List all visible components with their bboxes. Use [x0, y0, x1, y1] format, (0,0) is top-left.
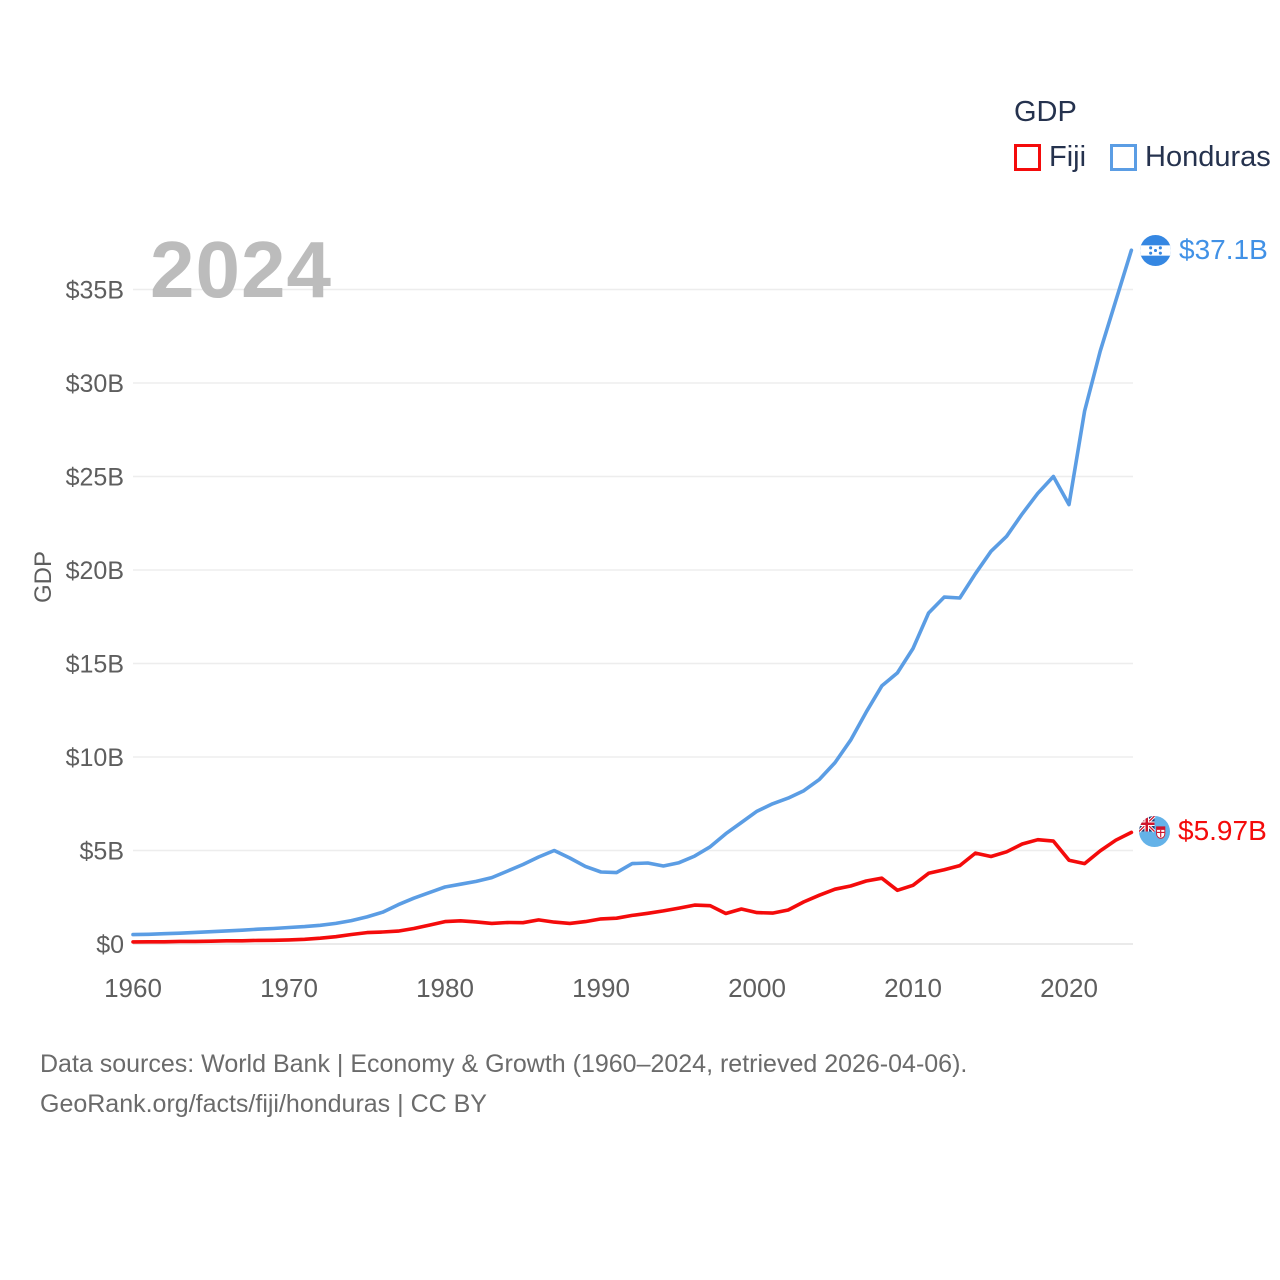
- y-tick-label: $20B: [66, 557, 124, 585]
- attribution: Data sources: World Bank | Economy & Gro…: [40, 1044, 967, 1124]
- x-tick-label: 1980: [416, 973, 474, 1003]
- legend-label-honduras: Honduras: [1145, 141, 1271, 173]
- y-tick-label: $25B: [66, 464, 124, 492]
- y-tick-label: $15B: [66, 651, 124, 679]
- legend: GDP Fiji Honduras: [1014, 96, 1271, 174]
- x-tick-label: 2020: [1040, 973, 1098, 1003]
- y-tick-label: $0: [96, 931, 124, 959]
- fiji-end-value: $5.97B: [1178, 815, 1267, 846]
- honduras-end-value: $37.1B: [1179, 234, 1268, 265]
- honduras-flag-icon: [1140, 234, 1171, 266]
- y-axis-title: GDP: [30, 550, 57, 604]
- legend-item-honduras[interactable]: Honduras: [1110, 141, 1271, 174]
- y-tick-label: $10B: [66, 744, 124, 772]
- x-tick-label: 1960: [104, 973, 162, 1003]
- y-tick-label: $35B: [66, 277, 124, 305]
- y-tick-label: $5B: [80, 838, 124, 866]
- series-line-honduras[interactable]: [131, 248, 1134, 937]
- legend-items: Fiji Honduras: [1014, 141, 1271, 174]
- fiji-flag-icon: [1139, 815, 1170, 847]
- honduras-end-label: $37.1B: [1140, 234, 1268, 266]
- data-sources-line: Data sources: World Bank | Economy & Gro…: [40, 1050, 968, 1078]
- legend-title: GDP: [1014, 96, 1077, 128]
- gdp-line-chart[interactable]: $0 $5B $10B $15B $20B $25B $30B $35B 1960 1970 198…: [0, 0, 1280, 1060]
- fiji-end-label: $5.97B: [1139, 815, 1267, 847]
- x-tick-label: 1970: [260, 973, 318, 1003]
- x-tick-label: 2010: [884, 973, 942, 1003]
- x-tick-label: 1990: [572, 973, 630, 1003]
- fiji-series-swatch: [1014, 144, 1041, 171]
- legend-label-fiji: Fiji: [1049, 141, 1087, 173]
- x-tick-label: 2000: [728, 973, 786, 1003]
- legend-item-fiji[interactable]: Fiji: [1014, 141, 1086, 174]
- source-url-line: GeoRank.org/facts/fiji/honduras | CC BY: [40, 1090, 487, 1118]
- year-watermark: 2024: [150, 225, 332, 314]
- series-line-fiji[interactable]: [131, 830, 1134, 944]
- honduras-series-swatch: [1110, 144, 1138, 171]
- y-tick-label: $30B: [66, 370, 124, 398]
